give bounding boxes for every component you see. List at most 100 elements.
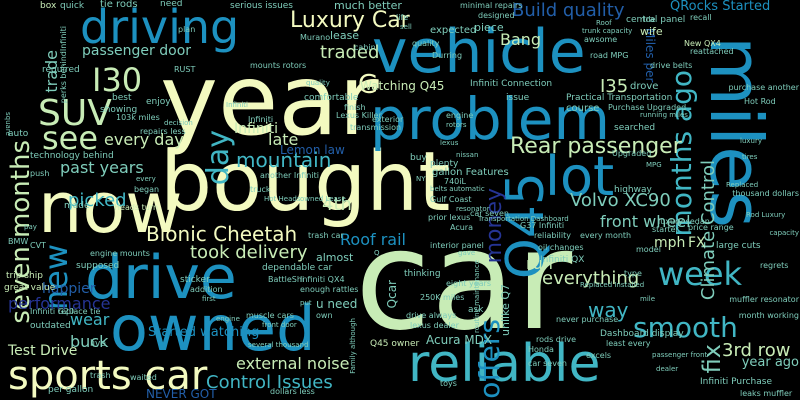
word-gallon-features: gallon Features — [432, 167, 509, 178]
word-recall: recall — [690, 13, 712, 22]
word-infiniti-qx4: Infiniti QX4 — [300, 275, 345, 284]
word-box: box — [40, 1, 57, 11]
word-outdated: outdated — [30, 321, 71, 331]
word-way: way — [588, 298, 629, 322]
word-g37-infiniti: G37 Infiniti — [520, 221, 565, 230]
word-acura: Acura — [450, 223, 473, 232]
word-muffler-resonator: muffler resonator — [729, 295, 799, 304]
word-bionic-cheetah: Bionic Cheetah — [146, 222, 298, 246]
word-expected: expected — [430, 25, 477, 36]
word-every-month: every month — [580, 231, 632, 240]
word-nissan: nissan — [456, 151, 479, 159]
word-suv: SUV — [38, 93, 112, 134]
word-bmw: BMW — [8, 237, 29, 246]
word-rod-luxury: Rod Luxury — [746, 211, 786, 219]
word-wear: wear — [70, 310, 110, 329]
word-belts-automatic: belts automatic — [430, 185, 485, 193]
word-battleshi: BattleShi — [268, 275, 305, 284]
word-mounts-rotors: mounts rotors — [250, 61, 307, 70]
word-day: day — [201, 130, 236, 186]
word-volvo-xc90: Volvo XC90 — [570, 190, 671, 211]
word-luxury: luxury — [740, 137, 762, 145]
word-past-years: past years — [60, 158, 144, 177]
word-road-mpg: road MPG — [590, 51, 629, 60]
word-replaced: Replaced — [726, 181, 759, 189]
word-need: need — [160, 0, 183, 9]
word-infiniti-c: Infiniti — [226, 101, 248, 109]
word-q: Q — [374, 249, 380, 257]
word-engine-b: engine — [216, 315, 240, 323]
word-q45-owner: Q45 owner — [370, 339, 420, 349]
word-another-infiniti: another Infiniti — [260, 171, 319, 180]
word-began: began — [134, 185, 160, 194]
word-new-qx4: New QX4 — [684, 39, 721, 48]
word-piece: piece — [474, 21, 504, 34]
word-interior-panel: interior panel — [430, 241, 484, 250]
word-rotors: rotors — [446, 121, 467, 129]
word-miles: miles — [694, 36, 778, 228]
word-dashboard-display: Dashboard display — [600, 329, 684, 339]
word-issue: issue — [506, 93, 530, 103]
word-dependable-car: dependable car — [262, 263, 333, 273]
word-running-miles: running miles — [640, 111, 688, 119]
word-g: G — [358, 70, 379, 100]
word-luxury-car: Luxury Car — [290, 8, 410, 33]
word-see: see — [42, 119, 99, 157]
word-sticker: sticker — [180, 275, 210, 285]
word-tie-rods: tie rods — [100, 0, 138, 10]
word-qrocks-started: QRocks Started — [670, 0, 771, 14]
word-first: first — [202, 295, 216, 303]
word-made: made — [64, 201, 90, 211]
word-i30: I30 — [92, 61, 143, 99]
word-control-issues: Control Issues — [206, 372, 333, 393]
word-type: type — [624, 269, 642, 278]
word-infiniti-purchase: Infiniti Purchase — [700, 377, 772, 387]
word-mph: mph — [654, 235, 686, 251]
word-every-day: every day — [104, 130, 184, 149]
word-trash-car: trash car — [308, 231, 344, 240]
word-quality: quality — [412, 39, 440, 48]
word-infiniti-g20: Infiniti G20 — [30, 307, 75, 316]
word-least-every: least every — [606, 339, 651, 348]
word-lease: lease — [330, 29, 360, 42]
word-lot: lot — [545, 145, 615, 208]
word-routine-maintenance: routine maintenance — [473, 260, 481, 333]
word-4th: 4th — [322, 194, 352, 215]
word-highway: highway — [614, 185, 652, 195]
word-almost: almost — [316, 251, 354, 264]
word-prior-lexus: prior lexus — [428, 213, 471, 222]
word-infiniti-small: Infiniti — [248, 115, 274, 124]
word-u-need: u need — [316, 297, 358, 311]
word-3rd-row: 3rd row — [722, 340, 791, 361]
word-sports-car: sports car — [8, 353, 208, 399]
word-started-watching: Started watching — [148, 325, 260, 340]
word-trip-ship: trip ship — [6, 271, 43, 281]
word-transportation-dashboard: Transportation Dashboard — [478, 215, 569, 223]
word-smooth: smooth — [633, 311, 738, 344]
word-sell: sell — [400, 23, 412, 31]
word-thinking: thinking — [404, 269, 441, 279]
word-car-seven: car seven — [470, 209, 509, 218]
word-mountain: mountain — [236, 148, 332, 172]
word-practical-transportation: Practical Transportation — [566, 93, 673, 103]
word-model: model — [636, 245, 661, 254]
word-put: put — [300, 299, 312, 307]
word-infiniti-qx: Infiniti QX — [540, 255, 585, 265]
word-trunk-capacity: trunk capacity — [582, 27, 633, 35]
word-gave: gave — [458, 249, 476, 257]
word-great-value: great value — [4, 283, 56, 293]
word-live: live — [90, 339, 106, 349]
word-test-drive: Test Drive — [8, 343, 78, 359]
word-every: every — [136, 175, 156, 183]
word-tires: tires — [742, 153, 758, 161]
word-push: push — [30, 169, 50, 178]
word-regrets: regrets — [760, 261, 789, 270]
word-muscle-cars: muscle cars — [246, 311, 294, 320]
word-month-working: month working — [738, 311, 799, 320]
word-rear-passenger: Rear passenger — [510, 134, 682, 159]
word-murano: Murano — [300, 33, 331, 42]
word-gulf-coast: Gulf Coast — [430, 195, 472, 204]
word-replace-tie: replace tie — [58, 307, 101, 316]
word-drive-always: drive always — [406, 311, 457, 320]
word-250k-miles: 250K miles — [420, 293, 465, 302]
